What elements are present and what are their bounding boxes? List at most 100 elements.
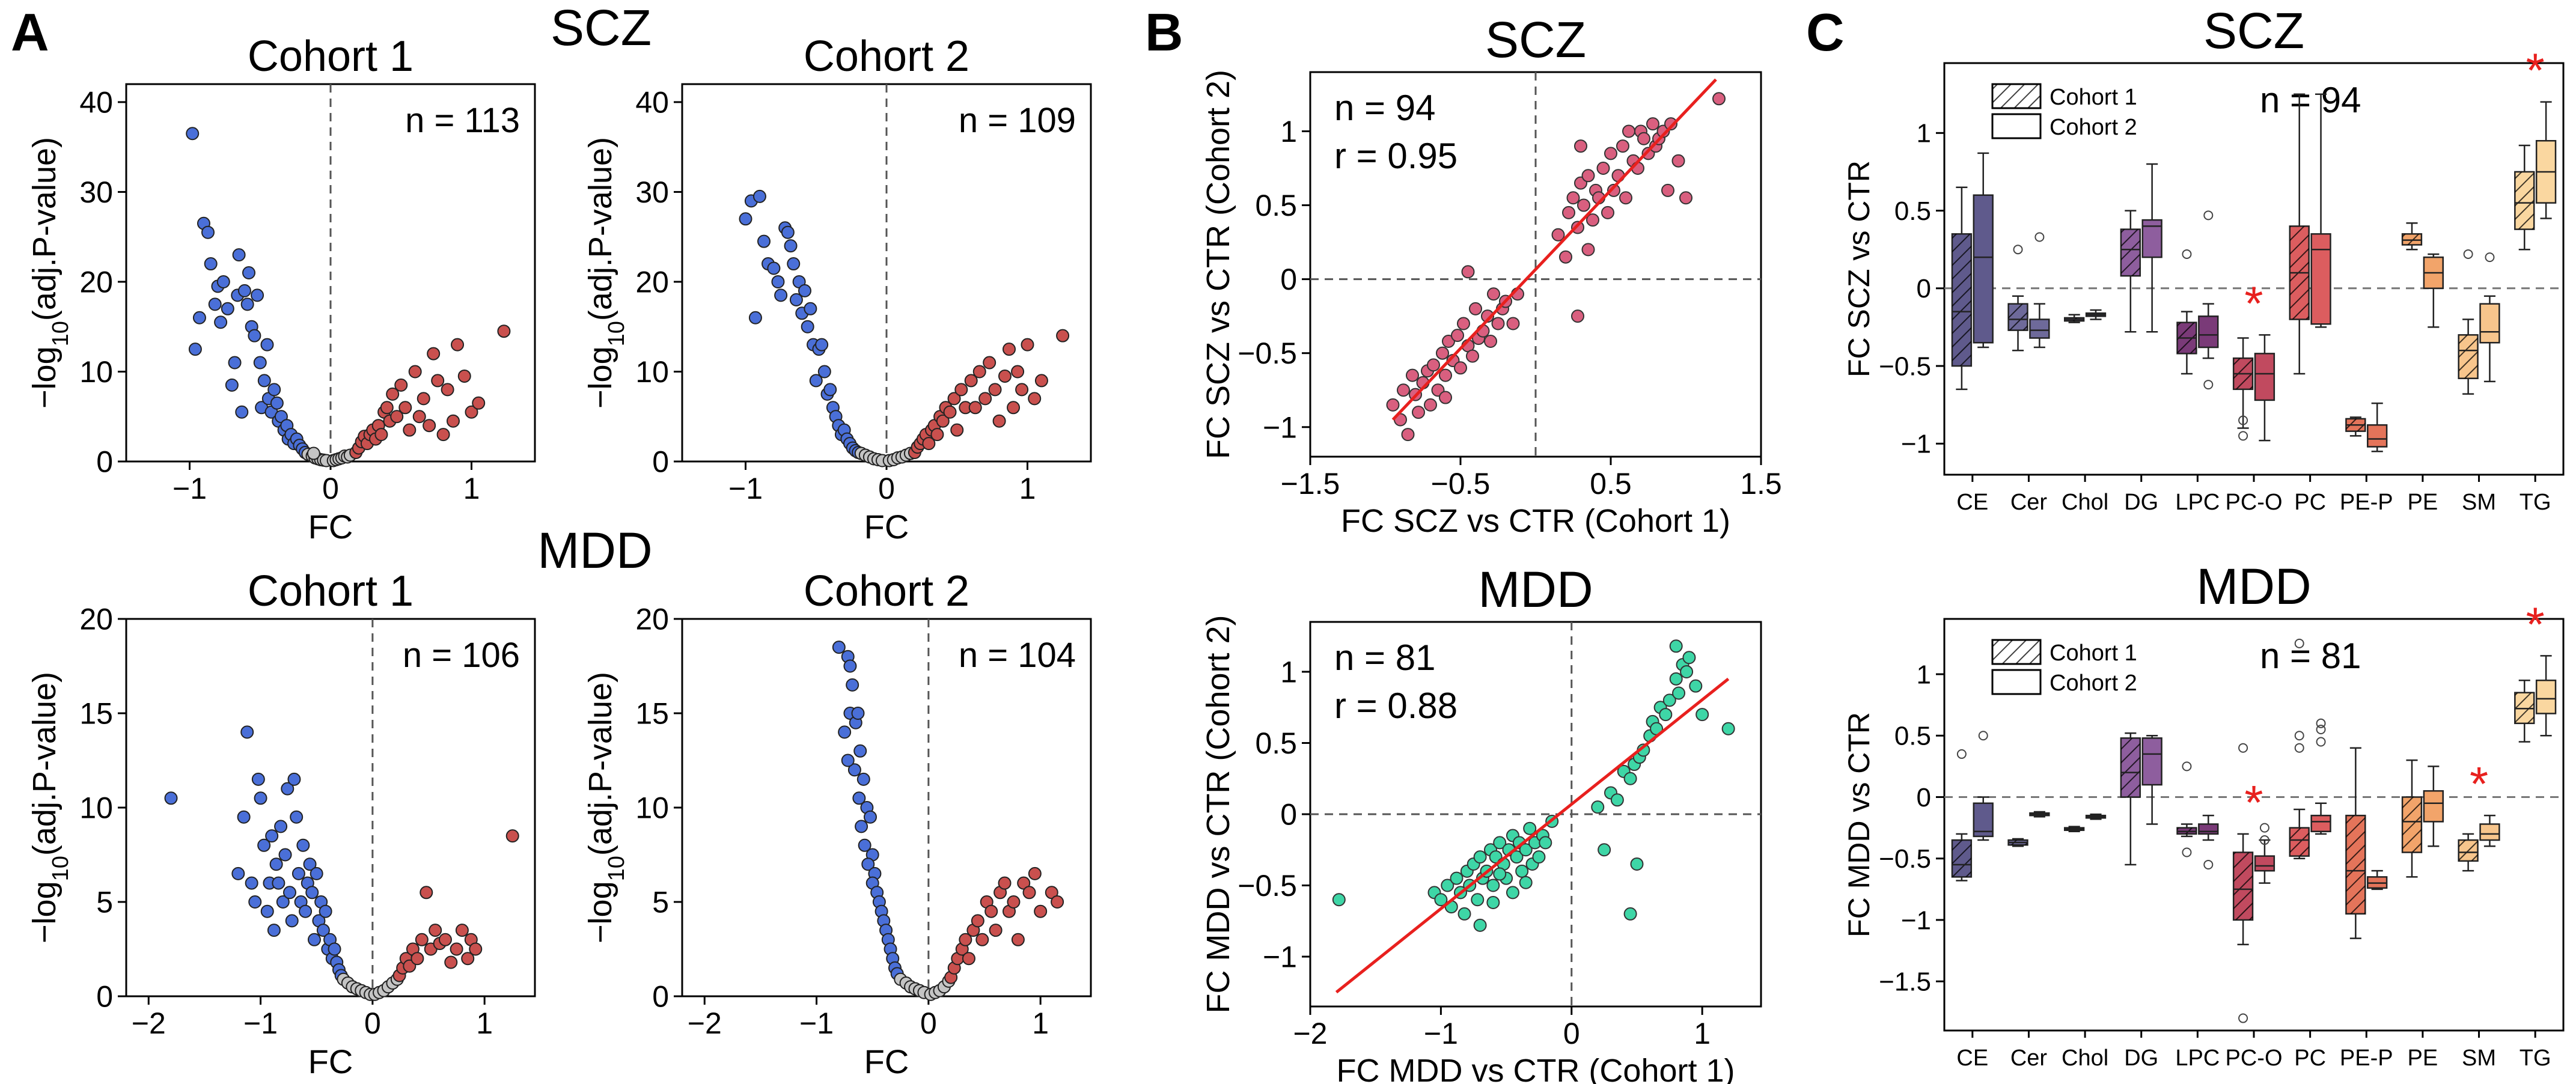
significance-star: * xyxy=(2470,757,2488,811)
y-tick-label: 0 xyxy=(96,445,113,479)
significance-star: * xyxy=(2526,44,2545,97)
x-tick-label: −1 xyxy=(799,1006,834,1040)
data-point-down xyxy=(269,857,283,871)
y-tick-label: 30 xyxy=(635,175,669,209)
y-tick-label: −1 xyxy=(1901,430,1931,459)
box-c2 xyxy=(2310,233,2331,325)
data-point-up xyxy=(950,423,964,437)
x-axis-label: FC xyxy=(864,508,909,546)
y-axis-label-subscript: 10 xyxy=(604,321,629,346)
data-point xyxy=(1581,169,1595,183)
data-point-up xyxy=(1021,338,1034,352)
data-point-up xyxy=(954,383,968,397)
data-point xyxy=(1574,139,1587,153)
category-label: DG xyxy=(2124,490,2158,515)
data-point-up xyxy=(427,347,441,361)
n-count-label: n = 113 xyxy=(405,101,520,140)
y-axis-label: −log10(adj.P-value) xyxy=(582,137,629,409)
data-point xyxy=(1519,875,1533,889)
data-point xyxy=(1661,183,1674,197)
data-point xyxy=(1441,878,1454,892)
data-point xyxy=(1454,361,1467,375)
data-point-up xyxy=(1022,886,1036,900)
plot-title: SCZ xyxy=(1485,11,1586,68)
box-c2 xyxy=(2479,303,2500,344)
data-point-up xyxy=(497,324,511,338)
data-point-down xyxy=(242,266,255,279)
data-point-up xyxy=(455,924,469,937)
outlier-c1 xyxy=(2238,431,2248,441)
outlier-c2 xyxy=(2259,823,2269,833)
data-point-up xyxy=(450,942,463,956)
data-point xyxy=(1566,191,1580,205)
data-point-up xyxy=(988,383,1002,397)
data-point-up xyxy=(1011,365,1025,379)
y-tick-label: −1 xyxy=(1901,906,1931,935)
data-point-down xyxy=(307,933,321,946)
data-point-up xyxy=(964,374,978,388)
outlier-c2 xyxy=(2203,380,2214,390)
data-point-down xyxy=(855,820,868,833)
section-title-mdd: MDD xyxy=(537,522,652,579)
data-point xyxy=(1598,843,1611,857)
category-label: Chol xyxy=(2062,1046,2108,1071)
data-point xyxy=(1439,368,1452,382)
data-point-down xyxy=(221,302,234,315)
y-axis-label: −log10(adj.P-value) xyxy=(582,672,629,943)
plot-title: Cohort 2 xyxy=(804,32,969,81)
data-point-up xyxy=(403,423,417,437)
legend-label-cohort2: Cohort 2 xyxy=(2050,115,2137,140)
box-hatch-c1 xyxy=(2458,335,2478,379)
y-tick-label: −0.5 xyxy=(1879,844,1931,874)
data-point-up xyxy=(1015,383,1029,397)
n-count-label: n = 106 xyxy=(403,636,520,675)
box-c2 xyxy=(2141,737,2162,786)
box-hatch-c1 xyxy=(1952,840,1971,877)
data-point-down xyxy=(278,848,292,862)
data-point xyxy=(1669,672,1683,686)
x-tick-label: 0.5 xyxy=(1590,467,1632,501)
data-point-down xyxy=(245,876,258,890)
y-tick-label: 0 xyxy=(96,980,113,1014)
data-point-up xyxy=(429,924,442,937)
data-point-down xyxy=(260,338,274,352)
category-label: PE xyxy=(2408,1046,2438,1071)
outlier-c2 xyxy=(2316,718,2326,728)
data-point-down xyxy=(832,641,846,654)
data-point-down xyxy=(823,383,837,397)
x-tick-label: −1 xyxy=(172,472,207,505)
x-tick-label: −2 xyxy=(1293,1017,1327,1050)
y-tick-label: 0 xyxy=(652,980,669,1014)
data-point-up xyxy=(1011,933,1025,946)
data-point-down xyxy=(801,320,814,333)
x-tick-label: −2 xyxy=(688,1006,722,1040)
data-point-up xyxy=(411,952,424,966)
y-axis-label-subscript: 10 xyxy=(48,856,73,881)
data-point xyxy=(1623,907,1637,921)
x-tick-label: 0 xyxy=(878,472,895,505)
data-point-up xyxy=(420,886,433,900)
data-point xyxy=(1669,639,1683,653)
data-point-down xyxy=(265,829,279,843)
data-point-down xyxy=(804,302,817,315)
data-point xyxy=(1616,139,1629,153)
data-point-up xyxy=(1003,343,1016,356)
data-point-up xyxy=(417,392,430,406)
x-tick-label: −1 xyxy=(1424,1017,1458,1050)
y-tick-label: 20 xyxy=(79,265,113,299)
data-point-down xyxy=(757,234,771,248)
data-point-down xyxy=(274,820,288,833)
data-point-up xyxy=(505,829,519,843)
y-tick-label: 20 xyxy=(635,265,669,299)
data-point-up xyxy=(436,428,450,442)
data-point-up xyxy=(975,933,989,946)
data-point-down xyxy=(817,365,831,379)
data-point-down xyxy=(186,127,200,141)
category-label: TG xyxy=(2520,1046,2551,1071)
data-point-up xyxy=(398,401,412,415)
outlier-c1 xyxy=(2182,847,2192,857)
data-point-down xyxy=(305,886,319,900)
data-point-up xyxy=(936,414,950,428)
data-point-up xyxy=(1056,329,1070,343)
box-hatch-c1 xyxy=(2458,840,2478,861)
